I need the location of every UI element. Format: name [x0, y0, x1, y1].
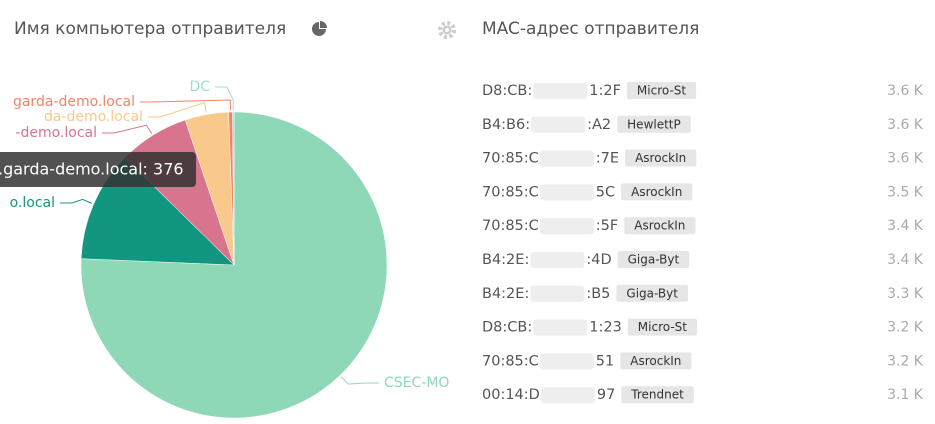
vendor-tag	[616, 284, 688, 302]
count: 3.6 K	[887, 117, 924, 133]
settings-icon[interactable]	[438, 21, 456, 39]
label-line	[140, 99, 232, 111]
vendor-text: AsrockIn	[631, 185, 682, 199]
mac-suffix: :B5	[586, 286, 610, 302]
mac-suffix: 97	[597, 387, 615, 403]
mac-blur	[540, 387, 595, 404]
vendor-text: Micro-St	[637, 84, 686, 98]
count: 3.6 K	[887, 83, 924, 99]
count: 3.1 K	[887, 387, 924, 403]
mac-prefix: 70:85:C	[482, 151, 539, 167]
vendor-tag	[627, 318, 697, 336]
count: 3.2 K	[887, 320, 924, 336]
vendor-tag	[617, 251, 690, 268]
mac-blur	[539, 218, 594, 235]
label-line	[102, 124, 153, 134]
tooltip-box	[0, 152, 196, 187]
count: 3.2 K	[887, 353, 924, 369]
slice-label: garda-demo.local	[13, 94, 135, 110]
vendor-tag	[621, 183, 693, 201]
mac-blur	[539, 184, 594, 201]
mac-blur	[530, 285, 585, 302]
mac-blur	[533, 83, 588, 99]
slice-label: CSEC-MO	[384, 375, 449, 391]
mac-suffix: :7E	[596, 151, 619, 167]
mac-prefix: 70:85:C	[482, 353, 539, 369]
count: 3.6 K	[887, 151, 924, 167]
vendor-text: AsrockIn	[630, 354, 681, 368]
vendor-text: AsrockIn	[634, 219, 685, 233]
count: 3.4 K	[887, 252, 924, 268]
mac-suffix: 51	[596, 353, 614, 369]
mac-suffix: :A2	[587, 117, 611, 133]
panel-title: Имя компьютера отправителя	[14, 19, 286, 39]
tooltip-text: .garda-demo.local: 376	[0, 160, 184, 179]
mac-suffix: 1:2F	[589, 83, 621, 99]
count: 3.5 K	[887, 184, 924, 200]
vendor-text: AsrockIn	[635, 151, 686, 165]
mac-suffix: 1:23	[589, 320, 622, 336]
mac-prefix: D8:CB:	[482, 320, 532, 336]
pie-slice	[232, 111, 235, 266]
slice-label: DC	[189, 79, 210, 95]
mac-prefix: 00:14:D	[482, 387, 540, 403]
vendor-text: Giga-Byt	[628, 253, 680, 267]
mac-blur	[539, 150, 594, 167]
mac-prefix: 70:85:C	[482, 184, 539, 200]
mac-suffix: 5C	[596, 184, 615, 200]
panel-title: MAC-адрес отправителя	[482, 19, 699, 39]
label-line	[215, 86, 234, 111]
label-line	[60, 198, 92, 204]
mac-suffix: :4D	[586, 252, 611, 268]
slice-label: o.local	[10, 195, 55, 211]
vendor-tag	[620, 352, 692, 370]
mac-blur	[531, 116, 586, 133]
label-line	[148, 102, 207, 118]
label-line	[340, 376, 379, 385]
vendor-tag	[621, 386, 694, 404]
mac-blur	[533, 319, 588, 336]
vendor-text: Trendnet	[630, 388, 684, 402]
slice-label: da-demo.local	[44, 109, 143, 125]
pie-slice	[80, 111, 388, 419]
mac-suffix: :5F	[596, 218, 618, 234]
vendor-tag	[625, 149, 697, 167]
pie-icon[interactable]	[312, 21, 327, 36]
vendor-text: HewlettP	[627, 117, 681, 131]
mac-blur	[539, 353, 594, 370]
mac-blur	[530, 252, 585, 268]
count: 3.4 K	[887, 218, 924, 234]
vendor-tag	[624, 217, 696, 235]
vendor-tag	[617, 115, 691, 133]
mac-prefix: B4:2E:	[482, 286, 529, 302]
mac-prefix: D8:CB:	[482, 83, 532, 99]
count: 3.3 K	[887, 286, 924, 302]
slice-label: -demo.local	[15, 125, 97, 141]
mac-prefix: B4:2E:	[482, 252, 529, 268]
mac-prefix: B4:B6:	[482, 117, 530, 133]
vendor-tag	[626, 82, 697, 99]
vendor-text: Giga-Byt	[626, 286, 678, 300]
vendor-text: Micro-St	[638, 320, 687, 334]
mac-prefix: 70:85:C	[482, 218, 539, 234]
